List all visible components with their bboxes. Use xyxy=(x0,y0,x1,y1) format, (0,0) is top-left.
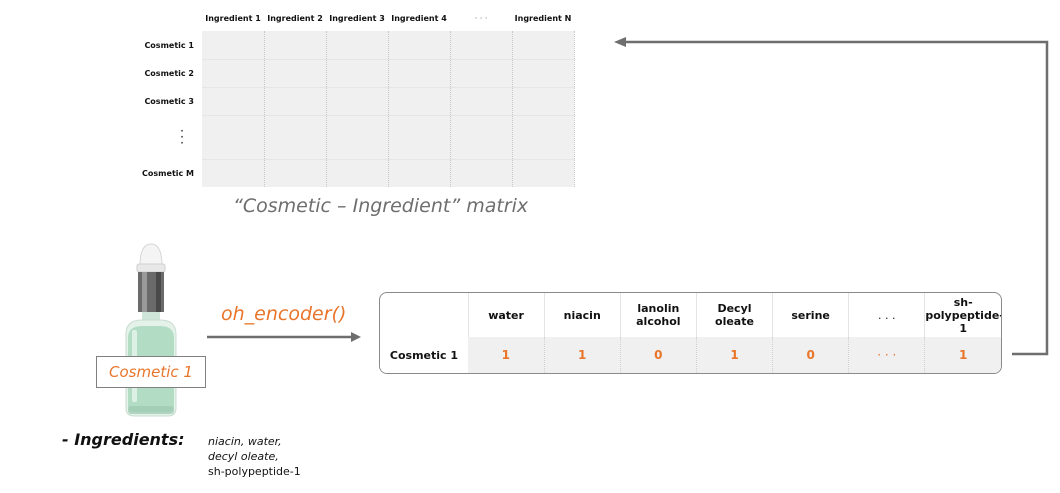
ingredients-title: - Ingredients: xyxy=(62,430,185,449)
ingredients-list: niacin, water, decyl oleate, sh-polypept… xyxy=(208,434,301,479)
ingredients-line: decyl oleate, xyxy=(208,449,301,464)
ingredients-line: sh-polypeptide-1 xyxy=(208,464,301,479)
ingredients-line: niacin, water, xyxy=(208,434,301,449)
